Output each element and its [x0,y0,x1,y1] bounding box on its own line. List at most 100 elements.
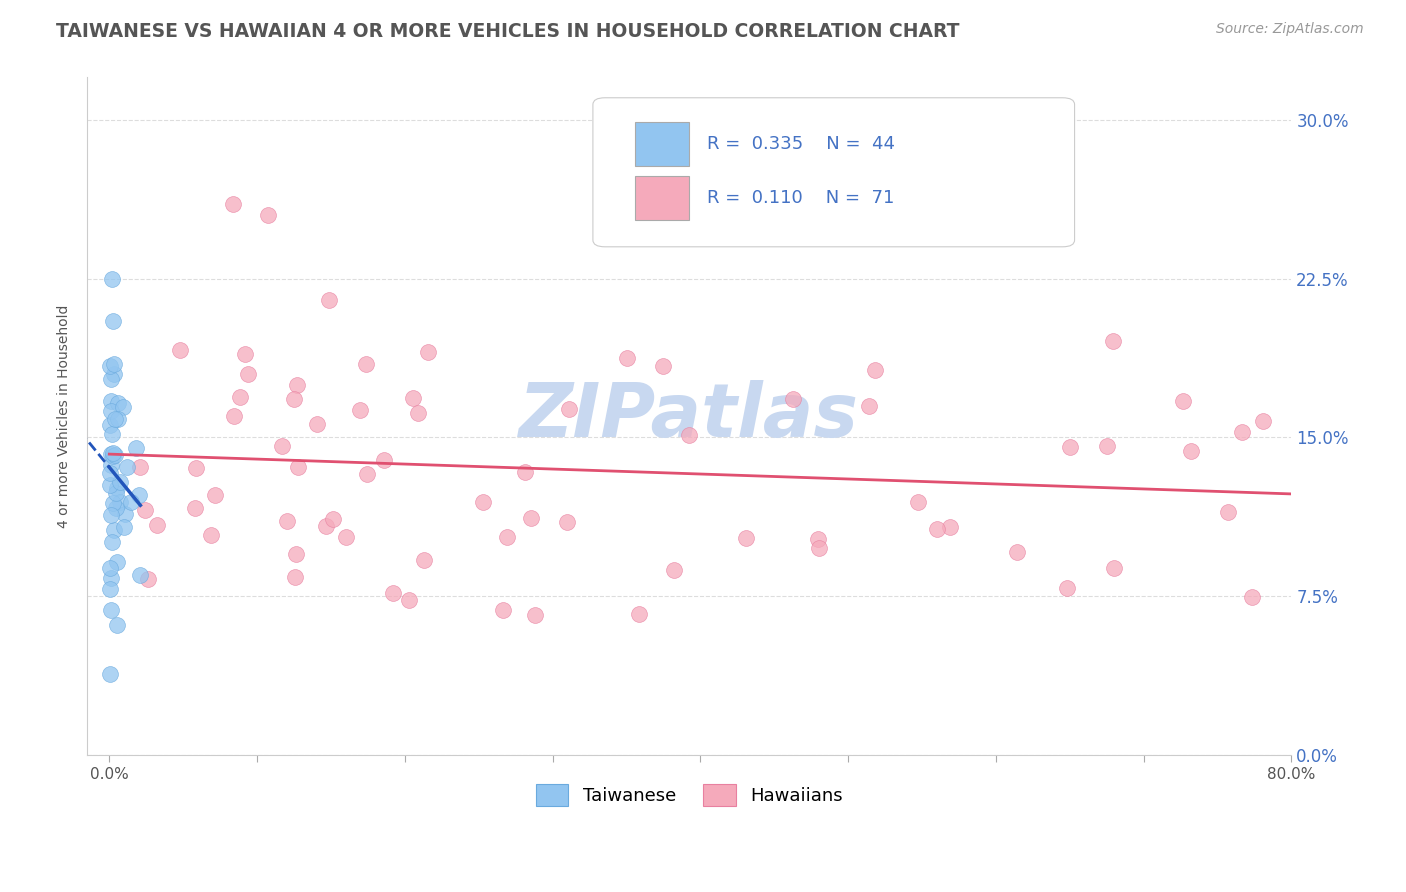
Point [284,547,307,561]
Point [373,452,395,467]
Point [107,396,129,410]
Point [110,495,132,509]
Point [100,458,122,472]
Point [104,448,127,462]
Point [865,363,887,377]
Point [101,449,124,463]
Point [100,571,122,585]
Point [354,357,377,371]
Point [307,417,329,432]
Point [105,555,128,569]
Point [146,518,169,533]
Point [104,486,127,500]
Point [233,347,256,361]
Point [807,541,830,556]
Text: TAIWANESE VS HAWAIIAN 4 OR MORE VEHICLES IN HOUSEHOLD CORRELATION CHART: TAIWANESE VS HAWAIIAN 4 OR MORE VEHICLES… [56,22,960,41]
Point [100,372,122,386]
Point [108,475,131,490]
FancyBboxPatch shape [636,122,689,166]
Point [107,481,129,495]
Point [129,460,152,475]
Point [283,392,305,407]
Text: Source: ZipAtlas.com: Source: ZipAtlas.com [1216,22,1364,37]
Point [1005,545,1028,559]
Point [1056,581,1078,595]
Point [98,478,121,492]
Point [98,561,121,575]
Point [1230,425,1253,440]
Point [782,392,804,406]
Point [104,411,127,425]
Point [107,618,129,632]
Point [204,487,226,501]
Point [284,570,307,584]
Point [124,441,146,455]
Point [520,511,543,525]
Point [128,488,150,502]
Point [1102,334,1125,349]
Point [1059,441,1081,455]
Point [103,495,125,509]
Point [287,377,309,392]
Point [114,507,136,521]
Point [858,399,880,413]
Point [1104,561,1126,575]
Point [356,467,378,482]
Point [1251,413,1274,427]
Point [107,412,129,426]
Point [100,666,122,681]
Point [271,439,294,453]
Point [513,465,536,479]
Text: ZIPatlas: ZIPatlas [519,380,859,452]
Point [103,367,125,381]
Legend: Taiwanese, Hawaiians: Taiwanese, Hawaiians [529,777,849,814]
Point [925,522,948,536]
Point [228,391,250,405]
Point [101,314,124,328]
Point [112,520,135,534]
Point [100,508,122,523]
Point [98,582,121,597]
Point [628,607,651,622]
Point [418,345,440,359]
Point [136,572,159,586]
Point [98,359,121,373]
Point [938,520,960,534]
Point [101,271,124,285]
Point [257,208,280,222]
FancyBboxPatch shape [636,177,689,220]
Point [184,460,207,475]
Point [472,495,495,509]
Point [287,459,309,474]
Point [322,512,344,526]
Point [315,519,337,533]
Point [101,534,124,549]
Point [335,530,357,544]
Point [101,446,124,460]
Point [1241,590,1264,604]
Point [1171,394,1194,409]
Point [129,568,152,582]
Point [523,608,546,623]
FancyBboxPatch shape [593,98,1074,247]
Point [101,427,124,442]
Point [98,467,121,481]
Point [184,500,207,515]
Point [1095,439,1118,453]
Point [558,401,581,416]
Point [734,531,756,545]
Point [103,523,125,537]
Point [221,197,243,211]
Point [496,530,519,544]
Point [222,409,245,423]
Point [276,515,298,529]
Point [907,495,929,509]
Point [807,533,830,547]
Point [398,592,420,607]
Point [662,563,685,577]
Point [678,428,700,442]
Point [111,401,134,415]
Point [402,391,425,405]
Point [134,503,156,517]
Point [98,417,121,432]
